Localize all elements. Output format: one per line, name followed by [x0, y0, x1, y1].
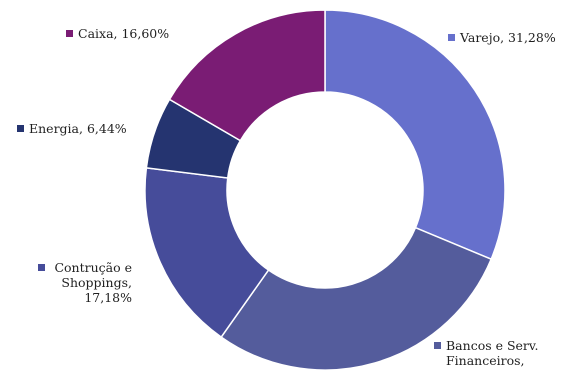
label-marker — [448, 34, 455, 41]
label-text: Caixa, 16,60% — [78, 26, 169, 41]
slice-labels: Varejo, 31,28% Bancos e Serv. Financeiros,… — [17, 26, 556, 368]
label-text: Contrução e Shoppings, 17,18% — [54, 260, 132, 305]
slice-label-energia: Energia, 6,44% — [17, 121, 127, 136]
label-marker — [38, 264, 45, 271]
slice-caixa — [168, 9, 326, 142]
slice-label-varejo: Varejo, 31,28% — [448, 30, 556, 45]
slice-bancos-e-serv-financeiros — [220, 226, 493, 371]
slice-varejo — [324, 9, 506, 261]
label-text: Bancos e Serv. Financeiros, — [446, 338, 538, 368]
label-marker — [66, 30, 73, 37]
label-text: Energia, 6,44% — [29, 121, 127, 136]
label-text: Varejo, 31,28% — [459, 30, 556, 45]
label-marker — [434, 342, 441, 349]
slice-label-caixa: Caixa, 16,60% — [66, 26, 169, 41]
slice-contru-o-e-shoppings — [144, 167, 270, 339]
slice-label-contru-o-e-shoppings: Contrução e Shoppings, 17,18% — [38, 260, 132, 305]
slice-label-bancos-e-serv-financeiros: Bancos e Serv. Financeiros, — [434, 338, 538, 368]
donut-slices — [144, 9, 506, 371]
label-marker — [17, 125, 24, 132]
